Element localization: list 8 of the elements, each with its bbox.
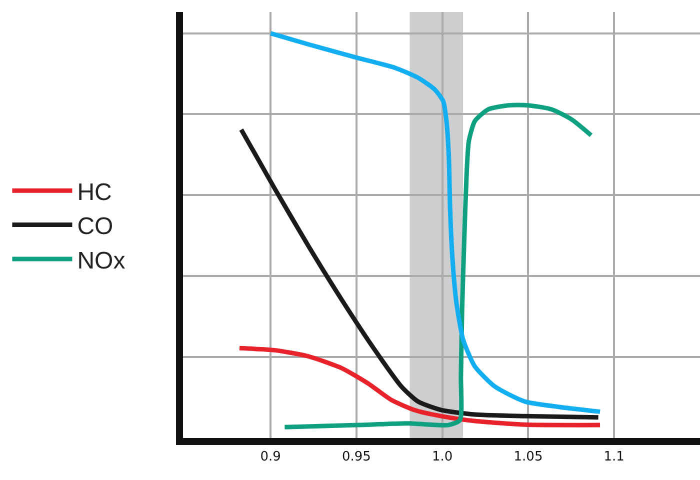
legend-label: CO: [77, 213, 114, 240]
x-tick-label: 0.95: [342, 450, 371, 465]
x-tick-label: 1.1: [604, 450, 624, 465]
x-tick-label: 0.9: [260, 450, 281, 465]
legend-label: HC: [77, 178, 112, 206]
legend-label: NOx: [77, 247, 126, 274]
x-tick-label: 1.05: [514, 450, 543, 465]
x-tick-label: 1.0: [432, 450, 453, 465]
